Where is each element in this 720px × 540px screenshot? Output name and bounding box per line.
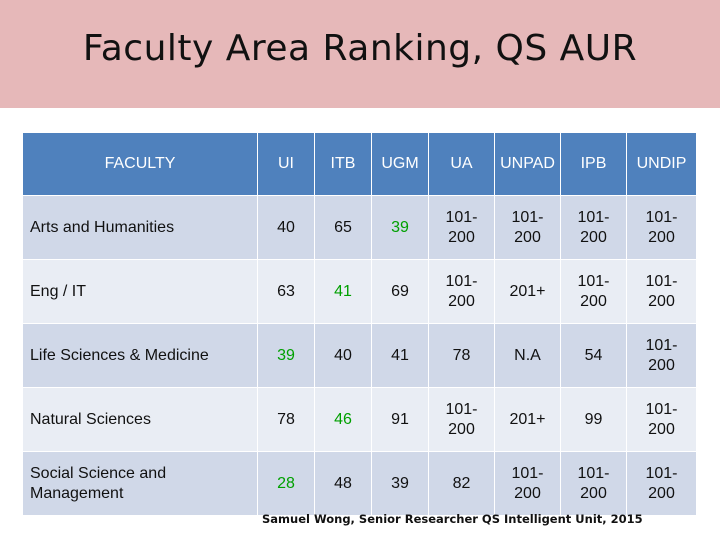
header-ua: UA bbox=[428, 132, 495, 196]
header-unpad: UNPAD bbox=[494, 132, 561, 196]
header-faculty: FACULTY bbox=[22, 132, 258, 196]
table-row: Eng / IT 63 41 69 101- 200 201+ 101- 200… bbox=[22, 259, 697, 324]
faculty-cell: Natural Sciences bbox=[22, 387, 258, 452]
rank-cell: 101- 200 bbox=[428, 259, 495, 324]
ranking-table: FACULTY UI ITB UGM UA UNPAD IPB UNDIP Ar… bbox=[22, 132, 697, 516]
rank-cell: N.A bbox=[494, 323, 561, 388]
page-title: Faculty Area Ranking, QS AUR bbox=[82, 28, 638, 69]
rank-cell: 101- 200 bbox=[626, 387, 697, 452]
rank-cell: 78 bbox=[257, 387, 315, 452]
faculty-cell: Social Science and Management bbox=[22, 451, 258, 516]
rank-cell: 101- 200 bbox=[560, 195, 627, 260]
rank-cell: 201+ bbox=[494, 259, 561, 324]
faculty-cell: Eng / IT bbox=[22, 259, 258, 324]
rank-cell: 101- 200 bbox=[494, 195, 561, 260]
rank-cell: 65 bbox=[314, 195, 372, 260]
rank-cell: 40 bbox=[257, 195, 315, 260]
rank-cell: 40 bbox=[314, 323, 372, 388]
rank-cell: 91 bbox=[371, 387, 429, 452]
rank-cell: 82 bbox=[428, 451, 495, 516]
rank-cell: 101- 200 bbox=[626, 451, 697, 516]
rank-cell-highlighted: 28 bbox=[257, 451, 315, 516]
rank-cell: 101- 200 bbox=[428, 195, 495, 260]
faculty-cell: Arts and Humanities bbox=[22, 195, 258, 260]
rank-cell-highlighted: 39 bbox=[257, 323, 315, 388]
rank-cell: 78 bbox=[428, 323, 495, 388]
rank-cell: 41 bbox=[371, 323, 429, 388]
faculty-cell: Life Sciences & Medicine bbox=[22, 323, 258, 388]
header-undip: UNDIP bbox=[626, 132, 697, 196]
rank-cell: 99 bbox=[560, 387, 627, 452]
header-ui: UI bbox=[257, 132, 315, 196]
table-row: Natural Sciences 78 46 91 101- 200 201+ … bbox=[22, 387, 697, 452]
table-row: Life Sciences & Medicine 39 40 41 78 N.A… bbox=[22, 323, 697, 388]
rank-cell: 101- 200 bbox=[560, 451, 627, 516]
header-itb: ITB bbox=[314, 132, 372, 196]
rank-cell: 101- 200 bbox=[428, 387, 495, 452]
header-ipb: IPB bbox=[560, 132, 627, 196]
table-header-row: FACULTY UI ITB UGM UA UNPAD IPB UNDIP bbox=[22, 132, 697, 196]
rank-cell: 48 bbox=[314, 451, 372, 516]
rank-cell: 101- 200 bbox=[494, 451, 561, 516]
rank-cell: 101- 200 bbox=[626, 323, 697, 388]
rank-cell: 63 bbox=[257, 259, 315, 324]
rank-cell: 101- 200 bbox=[626, 259, 697, 324]
rank-cell-highlighted: 46 bbox=[314, 387, 372, 452]
rank-cell: 39 bbox=[371, 451, 429, 516]
title-band bbox=[0, 0, 720, 108]
table-row: Social Science and Management 28 48 39 8… bbox=[22, 451, 697, 516]
rank-cell: 69 bbox=[371, 259, 429, 324]
header-ugm: UGM bbox=[371, 132, 429, 196]
rank-cell: 201+ bbox=[494, 387, 561, 452]
rank-cell: 101- 200 bbox=[626, 195, 697, 260]
rank-cell-highlighted: 41 bbox=[314, 259, 372, 324]
rank-cell: 54 bbox=[560, 323, 627, 388]
attribution-footer: Samuel Wong, Senior Researcher QS Intell… bbox=[262, 512, 643, 526]
table-row: Arts and Humanities 40 65 39 101- 200 10… bbox=[22, 195, 697, 260]
rank-cell-highlighted: 39 bbox=[371, 195, 429, 260]
rank-cell: 101- 200 bbox=[560, 259, 627, 324]
